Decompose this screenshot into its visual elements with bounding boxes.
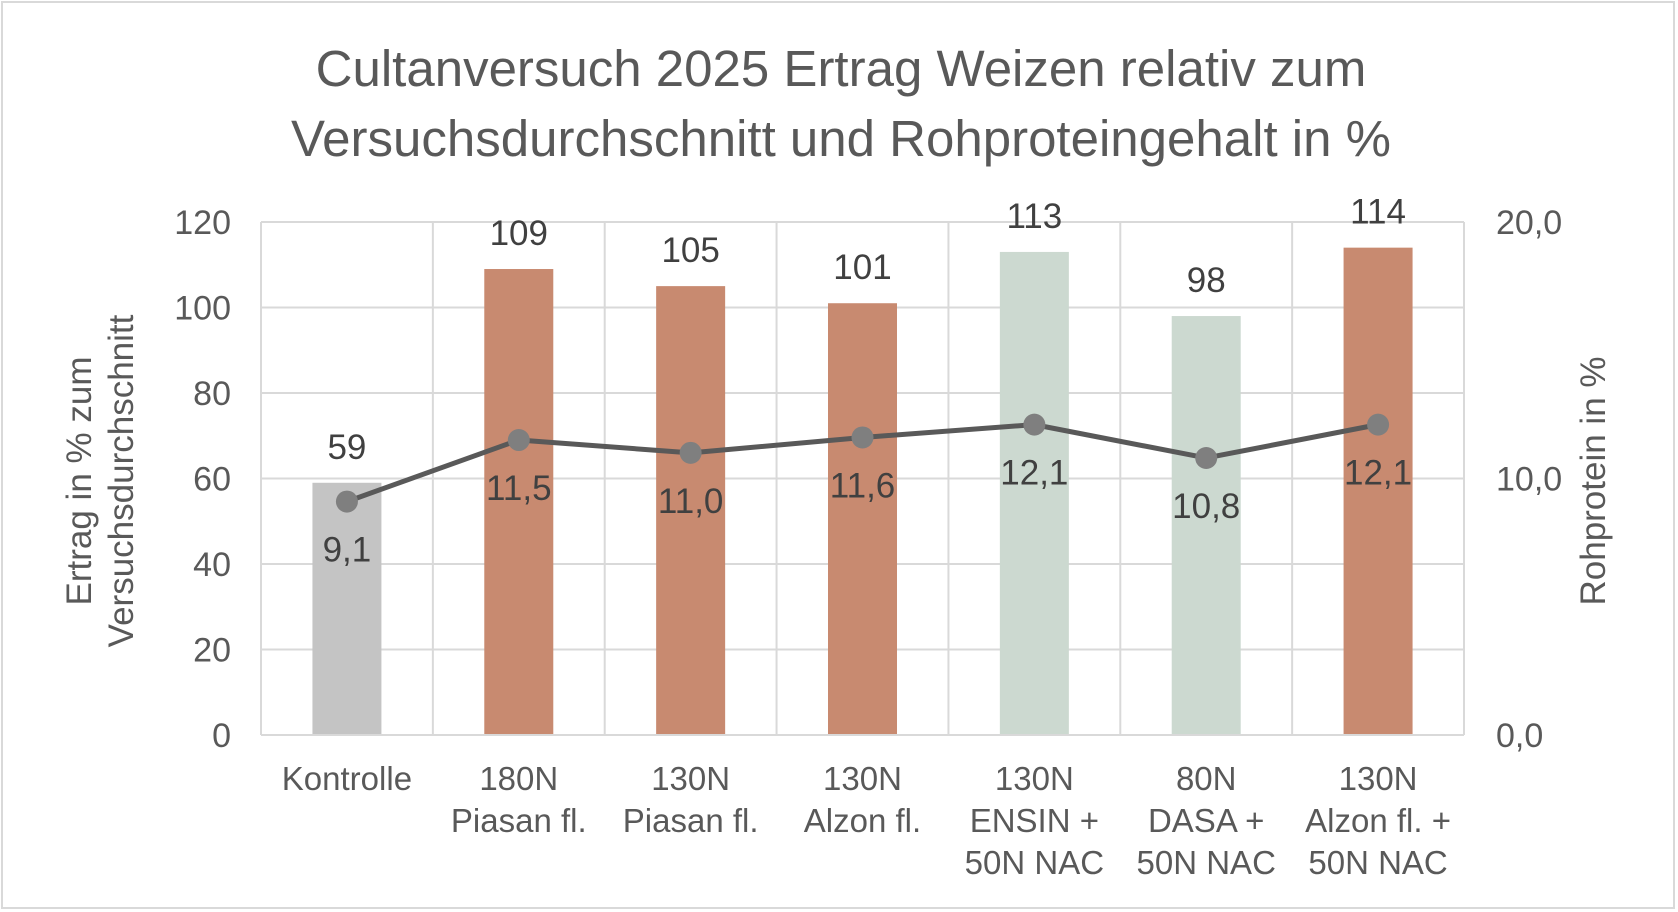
protein-value-label-4: 12,1 — [1000, 454, 1068, 493]
y2-axis-title-text: Rohprotein in % — [1574, 356, 1613, 605]
data-labels: 59 109 105 101 113 98 114 9,1 11,5 11,0 11,6 12,1 10… — [323, 193, 1413, 570]
protein-marker-6 — [1367, 413, 1390, 436]
bar-value-label-4: 113 — [1006, 197, 1062, 236]
category-label-2-line-1: Piasan fl. — [623, 802, 759, 839]
category-label-3-line-0: 130N — [823, 760, 902, 797]
y-axis-title-line-2: Versuchsdurchschnitt — [102, 314, 141, 647]
y2-tick-label-2: 20,0 — [1496, 204, 1562, 242]
category-label-4-line-2: 50N NAC — [965, 844, 1104, 881]
chart-svg: Cultanversuch 2025 Ertrag Weizen relativ… — [60, 40, 1613, 881]
protein-marker-0 — [335, 490, 358, 513]
y-tick-label-4: 80 — [193, 375, 231, 413]
y2-axis-title: Rohprotein in % — [1574, 356, 1613, 605]
protein-line-series — [335, 413, 1390, 513]
protein-marker-2 — [679, 441, 702, 464]
category-label-1: 180N Piasan fl. — [451, 760, 587, 839]
y2-tick-label-0: 0,0 — [1496, 717, 1543, 755]
tick-labels: 0 20 40 60 80 100 120 0,0 10,0 20,0 — [174, 204, 1562, 755]
category-label-6-line-2: 50N NAC — [1308, 844, 1447, 881]
category-label-1-line-0: 180N — [479, 760, 558, 797]
bar-value-label-1: 109 — [490, 214, 548, 253]
category-label-1-line-1: Piasan fl. — [451, 802, 587, 839]
category-label-4: 130N ENSIN + 50N NAC — [965, 760, 1104, 881]
protein-value-label-5: 10,8 — [1172, 487, 1240, 526]
bar-value-label-5: 98 — [1187, 261, 1226, 300]
y-axis-title: Ertrag in % zum Versuchsdurchschnitt — [60, 314, 141, 647]
category-label-0-line-0: Kontrolle — [282, 760, 412, 797]
protein-value-label-3: 11,6 — [830, 466, 896, 505]
bar-value-label-0: 59 — [327, 428, 366, 467]
bar-series — [312, 247, 1413, 736]
protein-value-label-1: 11,5 — [486, 469, 552, 508]
bar-2 — [656, 286, 726, 735]
category-label-4-line-1: ENSIN + — [970, 802, 1099, 839]
category-label-6: 130N Alzon fl. + 50N NAC — [1305, 760, 1451, 881]
category-label-2: 130N Piasan fl. — [623, 760, 759, 839]
bar-value-label-3: 101 — [833, 248, 891, 287]
protein-marker-5 — [1195, 446, 1218, 469]
bar-0 — [312, 482, 382, 735]
category-label-5-line-1: DASA + — [1148, 802, 1264, 839]
y-tick-label-2: 40 — [193, 546, 231, 584]
protein-value-label-2: 11,0 — [658, 482, 724, 521]
bar-value-label-6: 114 — [1350, 193, 1406, 232]
bar-5 — [1171, 316, 1241, 735]
bar-4 — [999, 251, 1069, 736]
bar-value-label-2: 105 — [661, 231, 719, 270]
category-label-6-line-1: Alzon fl. + — [1305, 802, 1451, 839]
category-label-5-line-2: 50N NAC — [1137, 844, 1276, 881]
category-label-2-line-0: 130N — [651, 760, 730, 797]
y-tick-label-1: 20 — [193, 632, 231, 670]
category-label-6-line-0: 130N — [1339, 760, 1418, 797]
category-label-5-line-0: 80N — [1176, 760, 1237, 797]
category-label-3-line-1: Alzon fl. — [804, 802, 921, 839]
protein-value-label-0: 9,1 — [323, 531, 372, 570]
y-tick-label-5: 100 — [174, 290, 231, 328]
chart-title-line-1: Cultanversuch 2025 Ertrag Weizen relativ… — [316, 40, 1367, 97]
y2-tick-label-1: 10,0 — [1496, 461, 1562, 499]
protein-marker-4 — [1023, 413, 1046, 436]
category-labels: Kontrolle 180N Piasan fl.130N Piasan fl.130… — [282, 760, 1451, 881]
protein-marker-3 — [851, 426, 874, 449]
y-tick-label-3: 60 — [193, 461, 231, 499]
protein-value-label-6: 12,1 — [1344, 454, 1412, 493]
bar-1 — [484, 269, 554, 735]
bar-6 — [1343, 247, 1413, 735]
category-label-4-line-0: 130N — [995, 760, 1074, 797]
protein-marker-1 — [507, 429, 530, 452]
y-axis-title-line-1: Ertrag in % zum — [60, 357, 99, 606]
chart-title-line-2: Versuchsdurchschnitt und Rohproteingehal… — [291, 110, 1391, 167]
category-label-3: 130N Alzon fl. — [804, 760, 921, 839]
category-label-5: 80N DASA + 50N NAC — [1137, 760, 1276, 881]
category-label-0: Kontrolle — [282, 760, 412, 797]
y-tick-label-0: 0 — [212, 717, 231, 755]
bar-3 — [828, 303, 897, 735]
y-tick-label-6: 120 — [174, 204, 231, 242]
